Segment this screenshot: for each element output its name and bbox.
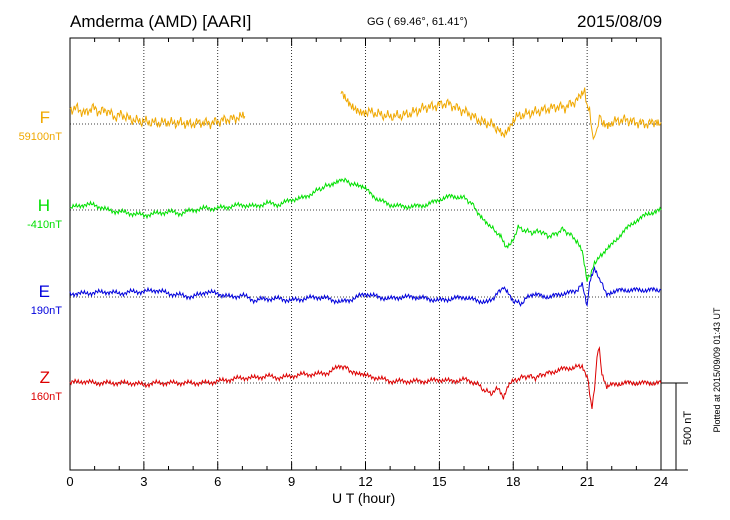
series-line-z	[69, 345, 662, 409]
baseline-label-h: -410nT	[27, 219, 62, 231]
x-tick-label-24: 24	[653, 474, 669, 489]
x-tick-label-18: 18	[506, 474, 521, 489]
x-tick-label-9: 9	[288, 474, 296, 489]
scale-bar-label: 500 nT	[682, 410, 694, 446]
series-line-e	[69, 265, 662, 308]
x-tick-label-15: 15	[432, 474, 447, 489]
baseline-lines	[70, 123, 661, 384]
series-line-f-part2	[340, 87, 662, 141]
station-coordinates: GG ( 69.46°, 61.41°)	[367, 16, 468, 28]
x-axis-title: U T (hour)	[332, 490, 396, 506]
series-line-f-part1	[69, 101, 246, 130]
baseline-label-e: 190nT	[30, 305, 62, 317]
x-tick-label-6: 6	[214, 474, 222, 489]
x-axis-ticks	[69, 38, 662, 470]
station-title: Amderma (AMD) [AARI]	[70, 12, 252, 31]
component-label-h: H	[37, 196, 50, 215]
series-lines	[69, 87, 662, 409]
x-tick-label-3: 3	[140, 474, 148, 489]
series-line-h	[69, 177, 662, 282]
baseline-label-f: 59100nT	[18, 131, 62, 143]
x-tick-label-0: 0	[66, 474, 74, 489]
baseline-label-z: 160nT	[30, 391, 62, 403]
component-label-e: E	[38, 282, 50, 301]
component-label-z: Z	[39, 368, 50, 387]
plotted-at-note: Plotted at 2015/09/09 01:43 UT	[712, 307, 722, 433]
scale-bar	[661, 382, 688, 471]
component-label-f: F	[39, 108, 50, 127]
x-tick-label-12: 12	[358, 474, 373, 489]
date-label: 2015/08/09	[577, 12, 663, 31]
x-tick-label-21: 21	[579, 474, 595, 489]
grid-lines	[143, 38, 588, 470]
